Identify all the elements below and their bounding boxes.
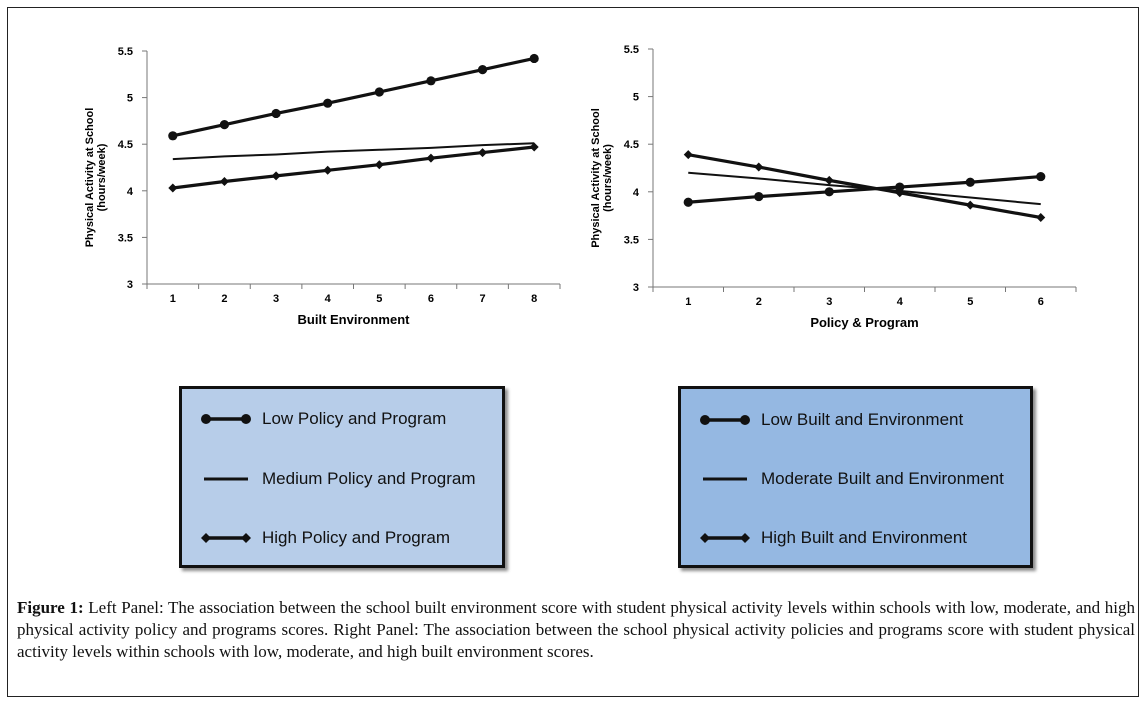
y-tick-label: 4 <box>633 187 640 199</box>
y-tick-label: 5 <box>127 93 133 105</box>
y-tick-label: 4.5 <box>624 139 639 151</box>
y-tick-label: 3 <box>127 279 133 291</box>
legend-label: Medium Policy and Program <box>262 469 476 488</box>
legend-item-low: Low Built and Environment <box>699 408 963 432</box>
data-point-low <box>374 87 384 97</box>
data-point-high <box>426 153 436 163</box>
x-tick-label: 1 <box>170 293 176 305</box>
data-point-low <box>754 191 764 202</box>
series-line-medium <box>172 142 535 161</box>
diamond-marker-line-icon <box>201 533 251 543</box>
y-tick-label: 5 <box>633 92 639 104</box>
y-axis-title-line: (hours/week) <box>96 143 108 211</box>
data-point-high <box>478 148 488 158</box>
x-axis-title: Policy & Program <box>810 315 918 330</box>
x-tick-label: 8 <box>531 293 537 305</box>
data-point-high <box>754 162 764 172</box>
data-point-low <box>683 197 693 207</box>
data-point-low <box>271 108 281 119</box>
y-tick-label: 4.5 <box>118 139 133 151</box>
series-line-low <box>688 174 1041 204</box>
x-tick-label: 1 <box>685 296 691 308</box>
series-line-high <box>172 145 535 190</box>
data-point-high <box>824 175 834 185</box>
y-tick-label: 5.5 <box>118 46 133 58</box>
diamond-marker-line-icon <box>700 533 750 543</box>
data-point-high <box>1036 213 1046 223</box>
x-tick-label: 5 <box>376 293 382 305</box>
x-tick-label: 4 <box>897 296 904 308</box>
y-tick-label: 3.5 <box>624 234 639 246</box>
y-axis-title-line: (hours/week) <box>602 144 614 212</box>
x-tick-label: 3 <box>273 293 279 305</box>
x-tick-label: 3 <box>826 296 832 308</box>
legend-item-high: High Policy and Program <box>200 526 450 550</box>
y-axis-title: Physical Activity at School(hours/week) <box>84 108 108 248</box>
legend-item-low: Low Policy and Program <box>200 407 446 431</box>
data-point-high <box>965 200 975 210</box>
data-point-low <box>529 53 539 64</box>
data-point-high <box>271 171 281 181</box>
legend-label: Low Built and Environment <box>761 410 964 429</box>
data-point-high <box>895 188 905 198</box>
legend-label: Low Policy and Program <box>262 409 447 428</box>
circle-marker-line-icon <box>700 415 750 425</box>
y-tick-label: 4 <box>127 186 134 198</box>
x-tick-label: 5 <box>967 296 973 308</box>
data-point-low <box>168 131 178 141</box>
x-tick-label: 2 <box>756 296 762 308</box>
figure-caption: Figure 1: Left Panel: The association be… <box>17 597 1135 663</box>
legend-item-high: High Built and Environment <box>699 526 967 550</box>
right-legend: Low Built and Environment Moderate Built… <box>678 386 1033 568</box>
caption-text: Left Panel: The association between the … <box>17 598 1135 661</box>
data-point-low <box>824 187 834 197</box>
circle-marker-line-icon <box>201 414 251 424</box>
y-axis-title-line: Physical Activity at School <box>84 108 96 248</box>
x-tick-label: 6 <box>1038 296 1044 308</box>
data-point-low <box>219 120 230 130</box>
figure-frame <box>7 7 1139 697</box>
data-point-low <box>895 182 905 192</box>
y-tick-label: 3 <box>633 282 639 294</box>
x-tick-label: 2 <box>221 293 227 305</box>
series-line-low <box>172 56 535 138</box>
caption-label: Figure 1: <box>17 598 84 617</box>
x-tick-label: 6 <box>428 293 434 305</box>
legend-item-moderate: Moderate Built and Environment <box>699 467 1004 491</box>
y-axis-title-line: Physical Activity at School <box>590 108 602 248</box>
plain-line-icon <box>204 477 248 481</box>
data-point-high <box>374 160 384 170</box>
x-tick-label: 4 <box>325 293 332 305</box>
legend-item-medium: Medium Policy and Program <box>200 467 476 491</box>
series-line-high <box>687 153 1042 220</box>
data-point-low <box>323 98 333 108</box>
data-point-low <box>477 65 488 75</box>
data-point-high <box>683 150 693 160</box>
data-point-high <box>219 176 229 186</box>
data-point-low <box>426 76 436 86</box>
data-point-low <box>1036 171 1046 182</box>
data-point-high <box>529 142 539 152</box>
x-tick-label: 7 <box>480 293 486 305</box>
x-axis-title: Built Environment <box>298 312 411 327</box>
plain-line-icon <box>703 477 747 481</box>
data-point-low <box>965 177 975 187</box>
y-tick-label: 5.5 <box>624 44 639 56</box>
left-legend: Low Policy and Program Medium Policy and… <box>179 386 505 568</box>
left-panel-chart: 3 3.5 4 4.5 5 5.5 1 2 3 4 5 6 7 8 Built Environment Phy… <box>84 46 561 327</box>
y-tick-label: 3.5 <box>118 232 133 244</box>
data-point-high <box>168 183 178 193</box>
legend-label: Moderate Built and Environment <box>761 469 1004 488</box>
legend-label: High Policy and Program <box>262 528 451 547</box>
right-panel-chart: 3 3.5 4 4.5 5 5.5 1 2 3 4 5 6 Policy & Program Physic… <box>590 44 1077 330</box>
legend-label: High Built and Environment <box>761 528 968 547</box>
y-axis-title: Physical Activity at School(hours/week) <box>590 108 614 248</box>
data-point-high <box>323 165 333 175</box>
